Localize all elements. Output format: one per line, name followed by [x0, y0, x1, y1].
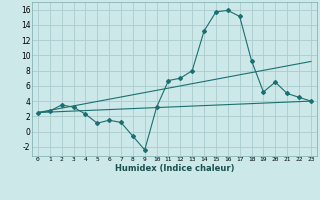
- X-axis label: Humidex (Indice chaleur): Humidex (Indice chaleur): [115, 164, 234, 173]
